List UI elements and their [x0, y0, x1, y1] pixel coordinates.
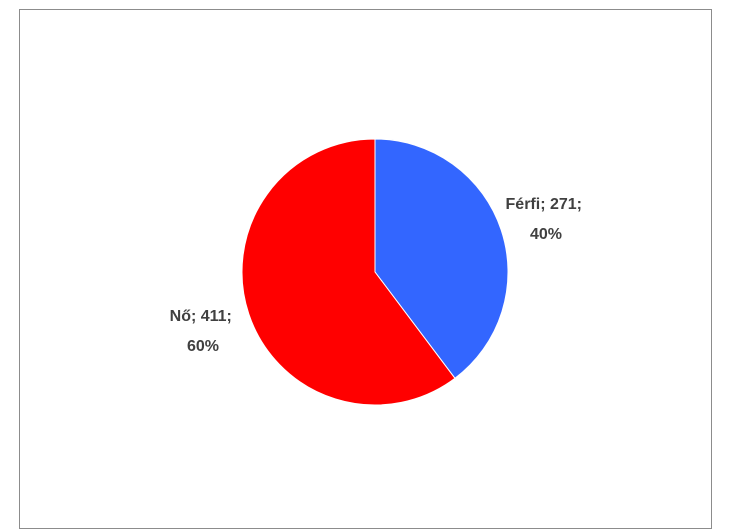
pie-slices	[241, 138, 509, 406]
pie-slice-no	[241, 138, 456, 406]
data-label-no-line1: Nő; 411;	[170, 308, 232, 325]
data-label-ferfi: Férfi; 271; 40%	[506, 196, 587, 243]
data-label-no-line2: 60%	[187, 338, 219, 355]
pie-slice-ferfi	[374, 138, 509, 379]
data-label-ferfi-line1: Férfi; 271;	[506, 196, 582, 213]
data-label-ferfi-line2: 40%	[530, 226, 562, 243]
data-label-no: Nő; 411; 60%	[170, 308, 237, 355]
